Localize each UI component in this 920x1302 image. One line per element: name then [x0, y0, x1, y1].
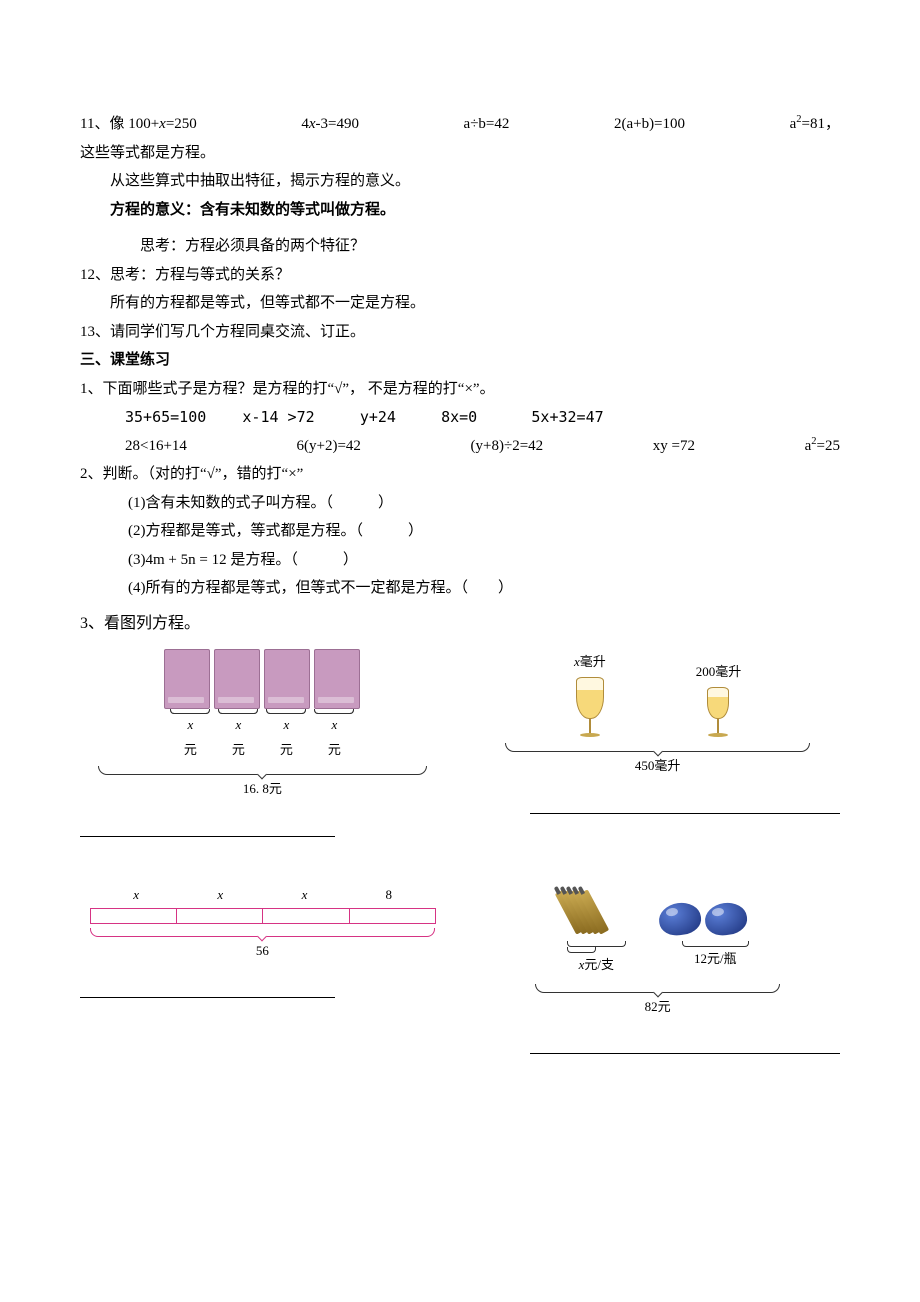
pens-icon [569, 889, 599, 935]
item-12-body: 所有的方程都是等式，但等式都不一定是方程。 [80, 289, 840, 318]
brace-icon [505, 743, 810, 752]
q2-item-1: (1)含有未知数的式子叫方程。（ ） [80, 489, 840, 518]
fig-pens-bowls: x元/支 12元/瓶 82元 [475, 865, 840, 1072]
q1-row1: 35+65=100 x-14 >72 y+24 8x=0 5x+32=47 [80, 403, 840, 432]
eq3: a÷b=42 [464, 110, 510, 139]
eq2: 4x-3=490 [301, 110, 359, 139]
answer-line[interactable] [80, 816, 335, 837]
section-3-title: 三、课堂练习 [80, 346, 840, 375]
glass-small-icon: 200毫升 [696, 660, 742, 737]
item-13: 13、请同学们写几个方程同桌交流、订正。 [80, 318, 840, 347]
q2-item-4: (4)所有的方程都是等式，但等式不一定都是方程。（ ） [80, 574, 840, 603]
x-label: x元 [216, 713, 260, 762]
seg-label: x [178, 883, 262, 908]
item-11-equations: 11、像 100+x=250 4x-3=490 a÷b=42 2(a+b)=10… [80, 110, 840, 139]
q1-row2: 28<16+14 6(y+2)=42 (y+8)÷2=42 xy =72 a2=… [80, 432, 840, 461]
eq4: 2(a+b)=100 [614, 110, 685, 139]
eq5: a2=81， [790, 110, 840, 139]
figure-row-1: x元 x元 x元 x元 16. 8元 x毫升 200毫升 [80, 649, 840, 855]
fig-glasses: x毫升 200毫升 450毫升 [475, 649, 840, 855]
bar-diagram [90, 908, 435, 924]
fig-notebooks: x元 x元 x元 x元 16. 8元 [80, 649, 445, 855]
item-11-line2: 从这些算式中抽取出特征，揭示方程的意义。 [80, 167, 840, 196]
notebook-icon [214, 649, 260, 709]
seg-label: 8 [347, 883, 431, 908]
item-11-tail: 这些等式都是方程。 [80, 139, 840, 168]
fig4-right-label: 12元/瓶 [694, 941, 737, 978]
answer-line[interactable] [530, 793, 840, 814]
figure-row-2: x x x 8 56 [80, 865, 840, 1072]
q2-item-3: (3)4m + 5n = 12 是方程。（ ） [80, 546, 840, 575]
x-label: x元 [168, 713, 212, 762]
bowls-icon [659, 903, 747, 935]
brace-icon [90, 928, 435, 937]
eq1: 100+x=250 [128, 116, 197, 132]
fig3-total: 56 [90, 939, 435, 964]
brace-icon [98, 766, 427, 775]
x-label: x元 [312, 713, 356, 762]
q1-head: 1、下面哪些式子是方程？是方程的打“√”， 不是方程的打“×”。 [80, 375, 840, 404]
answer-line[interactable] [80, 977, 335, 998]
fig1-total: 16. 8元 [80, 777, 445, 802]
q2-head: 2、判断。（对的打“√”，错的打“×” [80, 460, 840, 489]
brace-icon [535, 984, 780, 993]
x-label: x元 [264, 713, 308, 762]
answer-line[interactable] [530, 1033, 840, 1054]
notebook-icon [164, 649, 210, 709]
seg-label: x [94, 883, 178, 908]
seg-label: x [262, 883, 346, 908]
q3-head: 3、看图列方程。 [80, 609, 840, 639]
item-12-head: 12、思考：方程与等式的关系？ [80, 261, 840, 290]
fig4-total-label: 82元 [475, 995, 840, 1020]
fig-numberline: x x x 8 56 [80, 865, 445, 1072]
fig2-total: 450毫升 [475, 754, 840, 779]
fig4-left-label: x元/支 [579, 941, 614, 978]
q2-item-2: (2)方程都是等式，等式都是方程。（ ） [80, 517, 840, 546]
equation-definition: 方程的意义：含有未知数的等式叫做方程。 [80, 196, 840, 225]
item-11-think: 思考：方程必须具备的两个特征？ [80, 232, 840, 261]
notebook-icon [264, 649, 310, 709]
glass-large-icon: x毫升 [574, 650, 606, 737]
notebook-icon [314, 649, 360, 709]
